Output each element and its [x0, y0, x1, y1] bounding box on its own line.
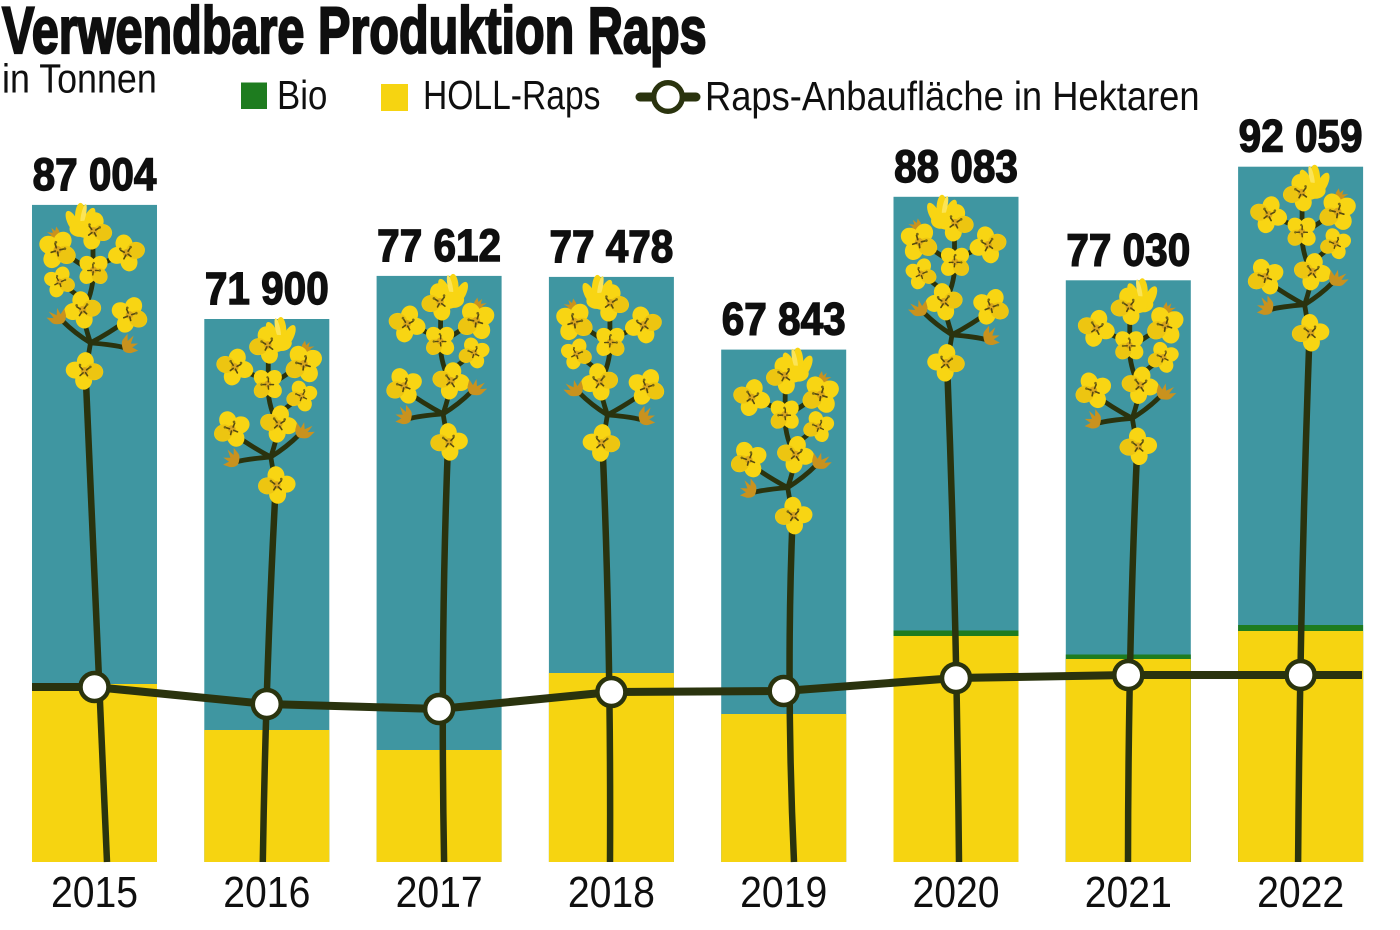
svg-text:2017: 2017 — [396, 868, 483, 916]
svg-text:2022: 2022 — [1257, 868, 1344, 916]
svg-text:77 612: 77 612 — [377, 221, 501, 271]
svg-text:2020: 2020 — [912, 868, 999, 916]
svg-text:87 004: 87 004 — [33, 150, 157, 200]
svg-text:77 478: 77 478 — [549, 222, 673, 272]
svg-text:2015: 2015 — [51, 868, 138, 916]
svg-text:Bio: Bio — [277, 73, 327, 118]
svg-text:2018: 2018 — [568, 868, 655, 916]
svg-text:2019: 2019 — [740, 868, 827, 916]
svg-text:in Tonnen: in Tonnen — [2, 56, 157, 102]
svg-text:2016: 2016 — [223, 868, 310, 916]
svg-text:77 030: 77 030 — [1066, 225, 1190, 275]
svg-text:Raps-Anbaufläche in Hektaren: Raps-Anbaufläche in Hektaren — [705, 74, 1200, 120]
svg-text:88 083: 88 083 — [894, 142, 1018, 192]
svg-text:HOLL-Raps: HOLL-Raps — [423, 72, 600, 118]
svg-text:Verwendbare Produktion Raps: Verwendbare Produktion Raps — [2, 0, 707, 68]
svg-text:92 059: 92 059 — [1239, 112, 1363, 162]
svg-text:2021: 2021 — [1085, 868, 1172, 916]
svg-text:67 843: 67 843 — [722, 295, 846, 345]
svg-text:71 900: 71 900 — [205, 264, 329, 314]
